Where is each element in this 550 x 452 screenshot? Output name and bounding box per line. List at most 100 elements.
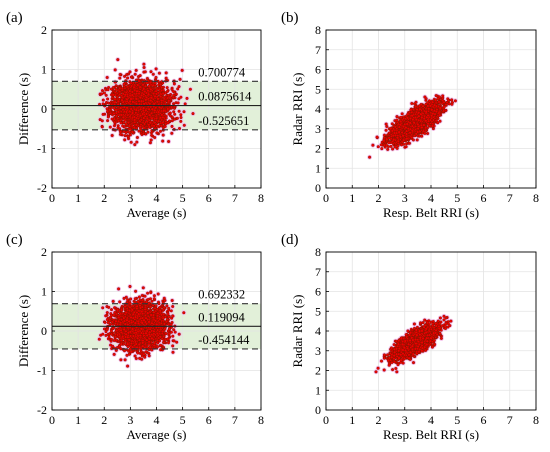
data-point xyxy=(191,112,195,116)
data-point xyxy=(161,139,165,143)
data-point xyxy=(148,121,152,125)
data-point xyxy=(173,112,177,116)
data-point xyxy=(128,99,132,103)
data-point xyxy=(100,125,104,129)
data-point xyxy=(168,111,172,115)
data-point xyxy=(155,131,159,135)
data-point xyxy=(118,72,122,77)
data-point xyxy=(173,117,177,121)
data-point xyxy=(142,126,146,130)
data-point xyxy=(101,98,105,102)
data-point xyxy=(131,111,135,115)
data-point xyxy=(113,90,118,95)
data-point xyxy=(164,71,168,75)
data-point xyxy=(176,101,180,105)
data-point xyxy=(162,109,166,113)
data-point xyxy=(174,92,178,96)
data-point xyxy=(147,125,151,129)
data-point xyxy=(118,89,122,94)
data-point xyxy=(153,81,157,85)
data-point xyxy=(134,97,138,101)
data-point xyxy=(138,125,142,129)
data-point xyxy=(124,131,128,135)
data-point xyxy=(154,67,158,71)
data-point xyxy=(139,99,144,103)
data-point xyxy=(149,98,153,103)
data-point xyxy=(145,119,149,124)
data-point xyxy=(148,141,152,145)
data-point xyxy=(113,97,117,101)
data-point xyxy=(113,120,117,124)
data-point xyxy=(159,94,163,99)
data-point xyxy=(160,86,164,90)
data-point xyxy=(171,89,175,93)
data-point xyxy=(153,135,157,140)
data-point xyxy=(112,117,116,121)
data-point xyxy=(132,115,136,119)
data-point xyxy=(112,112,116,116)
data-point xyxy=(151,72,155,76)
data-point xyxy=(135,89,139,93)
data-point xyxy=(126,135,130,139)
data-point xyxy=(179,119,183,123)
data-point xyxy=(164,76,168,80)
data-point xyxy=(143,70,147,74)
data-point xyxy=(113,100,117,104)
data-point xyxy=(120,98,124,102)
data-point xyxy=(163,124,167,129)
data-point xyxy=(136,113,140,117)
data-point xyxy=(148,113,152,117)
data-point xyxy=(157,110,161,114)
data-point xyxy=(133,143,137,147)
data-point xyxy=(119,106,123,110)
data-point xyxy=(142,102,146,106)
data-point xyxy=(112,106,116,110)
data-point xyxy=(134,68,138,72)
data-point xyxy=(156,119,160,123)
data-point xyxy=(142,62,146,66)
data-point xyxy=(129,75,133,79)
data-point xyxy=(182,123,186,127)
data-point xyxy=(157,124,162,128)
data-point xyxy=(143,89,147,94)
data-point xyxy=(157,87,161,92)
data-point xyxy=(166,107,170,111)
data-point xyxy=(136,83,140,87)
data-point xyxy=(104,100,109,105)
data-point xyxy=(108,111,112,115)
data-point xyxy=(105,107,109,111)
data-point xyxy=(180,68,184,72)
data-point xyxy=(179,113,183,117)
data-point xyxy=(182,110,186,114)
data-point xyxy=(123,134,127,138)
data-point xyxy=(128,127,132,131)
data-point xyxy=(153,108,157,112)
data-point xyxy=(150,107,154,111)
data-point xyxy=(118,127,122,131)
data-point xyxy=(183,102,187,106)
data-point xyxy=(133,72,137,76)
data-point xyxy=(185,96,189,100)
data-point xyxy=(142,87,146,91)
data-point xyxy=(178,77,182,81)
data-point xyxy=(139,118,143,122)
data-point xyxy=(135,135,139,140)
data-point xyxy=(158,105,162,109)
data-point xyxy=(177,85,181,89)
data-point xyxy=(151,83,155,87)
data-point xyxy=(109,87,113,91)
data-point xyxy=(153,94,157,98)
data-point xyxy=(128,70,132,74)
data-point xyxy=(119,113,123,117)
data-point xyxy=(149,70,153,74)
data-point xyxy=(138,74,142,78)
data-point xyxy=(121,115,125,119)
data-point xyxy=(154,116,158,120)
data-point xyxy=(147,107,151,111)
data-point xyxy=(123,138,127,142)
data-point xyxy=(129,140,133,144)
data-point xyxy=(152,124,156,128)
data-point xyxy=(154,89,158,93)
data-point xyxy=(106,119,110,123)
